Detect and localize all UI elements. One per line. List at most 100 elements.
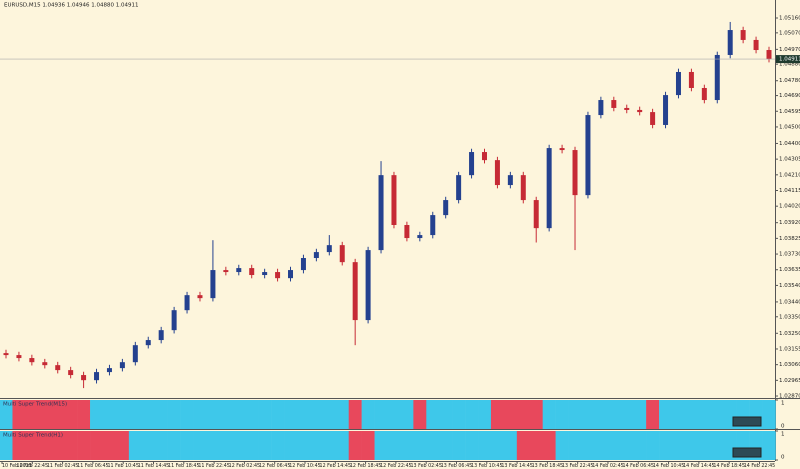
trend-bar bbox=[167, 431, 181, 460]
trend-bar bbox=[490, 400, 505, 429]
panel-value-box bbox=[732, 447, 762, 458]
candle-body bbox=[275, 272, 281, 279]
x-tick-label: 14 Feb 10:45 bbox=[653, 463, 684, 469]
trend-bar bbox=[646, 431, 660, 460]
x-tick-label: 11 Feb 18:45 bbox=[168, 463, 199, 469]
trend-bar bbox=[607, 431, 621, 460]
trend-bar bbox=[296, 400, 311, 429]
trend-bar bbox=[77, 431, 91, 460]
candle-body bbox=[624, 107, 630, 110]
trend-bar bbox=[348, 400, 362, 429]
trend-bar bbox=[697, 431, 712, 460]
x-tick-label: 10 Feb 22:45 bbox=[17, 463, 48, 469]
x-tick-label: 11 Feb 02:45 bbox=[47, 463, 78, 469]
x-tick-label: 12 Feb 06:45 bbox=[259, 463, 290, 469]
trend-bar bbox=[542, 400, 556, 429]
trend-bar bbox=[555, 431, 569, 460]
current-price-label: 1.04911 bbox=[779, 57, 800, 63]
y-tick-label: 1.04305 bbox=[779, 157, 800, 163]
x-tick-label: 10 Feb 2025 bbox=[2, 463, 32, 469]
trend-bar bbox=[452, 400, 466, 429]
candle-body bbox=[300, 258, 306, 271]
trend-bar bbox=[335, 400, 350, 429]
candle-body bbox=[42, 362, 48, 366]
trend-bar bbox=[620, 431, 634, 460]
trend-bar bbox=[193, 431, 207, 460]
y-tick-label: 1.04400 bbox=[779, 141, 800, 147]
trend-bar bbox=[51, 400, 65, 429]
trend-bar bbox=[0, 431, 13, 460]
y-tick-label: 1.03155 bbox=[779, 346, 800, 352]
candle-body bbox=[391, 175, 397, 225]
y-tick-label: 1.04595 bbox=[779, 109, 800, 115]
trend-bar bbox=[90, 400, 104, 429]
trend-bar bbox=[115, 400, 130, 429]
trend-bar bbox=[348, 431, 362, 460]
candle-body bbox=[507, 175, 513, 186]
trend-bar bbox=[335, 431, 350, 460]
y-tick-label: 1.03635 bbox=[779, 267, 800, 273]
trend-bar bbox=[633, 400, 647, 429]
x-tick-label: 14 Feb 14:45 bbox=[683, 463, 714, 469]
x-tick-label: 12 Feb 02:45 bbox=[229, 463, 260, 469]
candle-body bbox=[520, 175, 526, 201]
candle-body bbox=[106, 368, 112, 373]
trend-bar bbox=[128, 431, 143, 460]
trend-bar bbox=[0, 400, 13, 429]
candle-body bbox=[714, 54, 720, 101]
x-tick-label: 11 Feb 22:45 bbox=[198, 463, 229, 469]
trend-bar bbox=[659, 431, 673, 460]
trend-bar bbox=[439, 400, 453, 429]
trend-bar bbox=[374, 431, 388, 460]
x-tick-label: 12 Feb 10:45 bbox=[289, 463, 320, 469]
trend-bar bbox=[503, 431, 518, 460]
trend-bar bbox=[413, 400, 427, 429]
candle-body bbox=[210, 270, 216, 299]
trend-bar bbox=[284, 431, 298, 460]
x-tick-label: 13 Feb 22:45 bbox=[562, 463, 593, 469]
trend-bar bbox=[219, 431, 233, 460]
y-tick-label: 1.03060 bbox=[779, 362, 800, 368]
trend-bar bbox=[115, 431, 130, 460]
trend-bar bbox=[322, 431, 337, 460]
y-tick-label: 1.03350 bbox=[779, 314, 800, 320]
trend-bar bbox=[542, 431, 556, 460]
trend-bar bbox=[206, 431, 220, 460]
candle-body bbox=[572, 150, 578, 196]
trend-bar bbox=[90, 431, 104, 460]
y-tick-label: 1.04880 bbox=[779, 62, 800, 68]
candle-body bbox=[3, 353, 9, 356]
x-tick-label: 14 Feb 02:45 bbox=[592, 463, 623, 469]
trend-bar bbox=[154, 431, 168, 460]
candle-body bbox=[753, 39, 759, 51]
y-tick-label: 1.04780 bbox=[779, 78, 800, 84]
trend-bar bbox=[51, 431, 65, 460]
trend-bar bbox=[12, 400, 26, 429]
panel-y-tick-label: 0 bbox=[781, 424, 785, 430]
candle-body bbox=[29, 358, 35, 363]
trend-bar bbox=[594, 400, 608, 429]
trend-bar bbox=[529, 400, 543, 429]
trend-bar bbox=[555, 400, 569, 429]
candle-body bbox=[288, 270, 294, 279]
trend-bar bbox=[141, 400, 156, 429]
candle-body bbox=[430, 215, 436, 236]
trend-bar bbox=[154, 400, 168, 429]
trend-bar bbox=[361, 431, 375, 460]
candle-body bbox=[16, 355, 22, 359]
candle-body bbox=[417, 235, 423, 239]
trend-bar bbox=[568, 431, 582, 460]
y-tick-label: 1.03920 bbox=[779, 220, 800, 226]
candle-body bbox=[740, 30, 746, 40]
trend-bar bbox=[309, 431, 324, 460]
y-tick-label: 1.03730 bbox=[779, 252, 800, 258]
x-tick-label: 11 Feb 14:45 bbox=[138, 463, 169, 469]
candle-body bbox=[197, 295, 203, 299]
chart-title: EURUSD,M15 1.04936 1.04946 1.04880 1.049… bbox=[4, 3, 139, 9]
y-tick-label: 1.04970 bbox=[779, 47, 800, 53]
trend-bar bbox=[374, 400, 388, 429]
x-tick-label: 11 Feb 10:45 bbox=[107, 463, 138, 469]
candle-body bbox=[262, 272, 268, 276]
trend-bar bbox=[180, 431, 194, 460]
candle-body bbox=[339, 245, 345, 263]
